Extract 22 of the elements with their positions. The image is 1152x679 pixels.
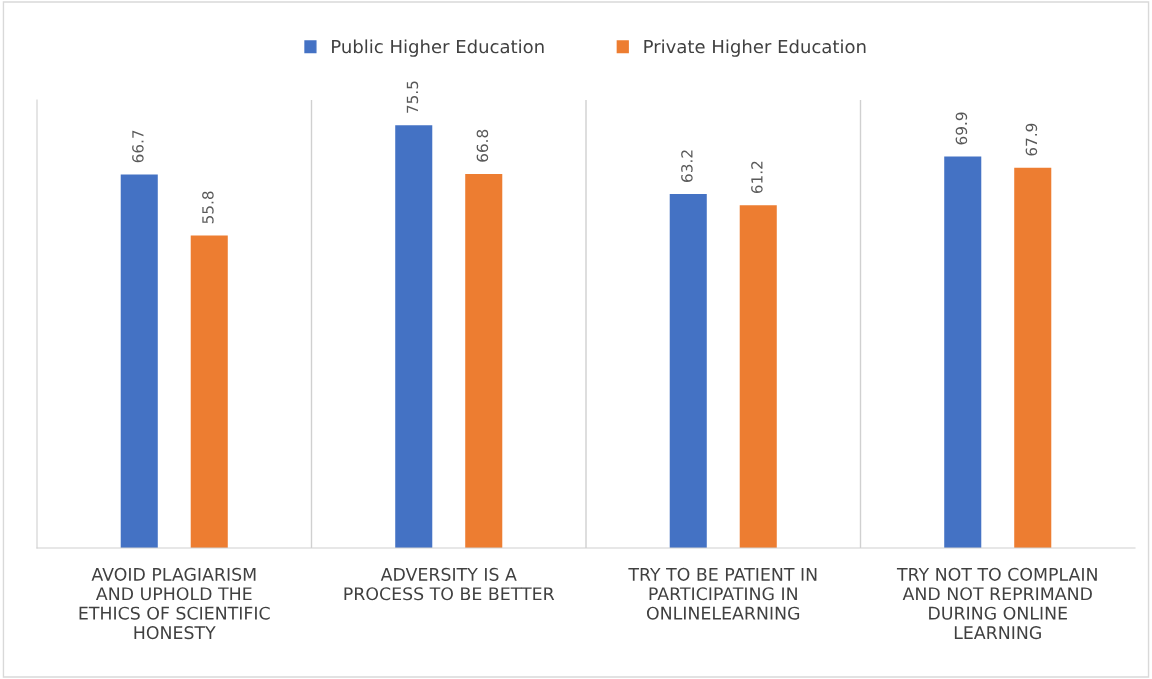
bar xyxy=(465,173,503,548)
data-label: 63.2 xyxy=(681,150,693,182)
data-label: 55.8 xyxy=(202,191,214,224)
data-label: 75.5 xyxy=(406,81,419,113)
data-label: 69.9 xyxy=(955,112,968,145)
data-label: 66.7 xyxy=(132,130,144,163)
legend-label: Private Higher Education xyxy=(644,39,866,57)
bar xyxy=(669,194,707,548)
bar xyxy=(120,174,158,548)
x-tick-label: ADVERSITY IS A PROCESS TO BE BETTER xyxy=(344,567,555,601)
bar xyxy=(395,125,433,548)
data-label: 67.9 xyxy=(1025,123,1038,156)
data-label: 66.8 xyxy=(476,129,489,162)
data-label: 61.2 xyxy=(751,161,763,194)
x-tick-label: TRY NOT TO COMPLAIN AND NOT REPRIMAND DURING ONLINE LEARNING xyxy=(896,567,1097,640)
bar xyxy=(190,235,228,548)
bar xyxy=(1014,167,1052,548)
x-tick-label: AVOID PLAGIARISM AND UPHOLD THE ETHICS OF SCIENTIFIC HONESTY xyxy=(79,567,270,640)
bar xyxy=(944,156,982,548)
legend-label: Public Higher Education xyxy=(332,39,544,57)
bar xyxy=(739,205,777,548)
x-tick-label: TRY TO BE PATIENT IN PARTICIPATING IN ONLINELEARNING xyxy=(628,567,817,620)
